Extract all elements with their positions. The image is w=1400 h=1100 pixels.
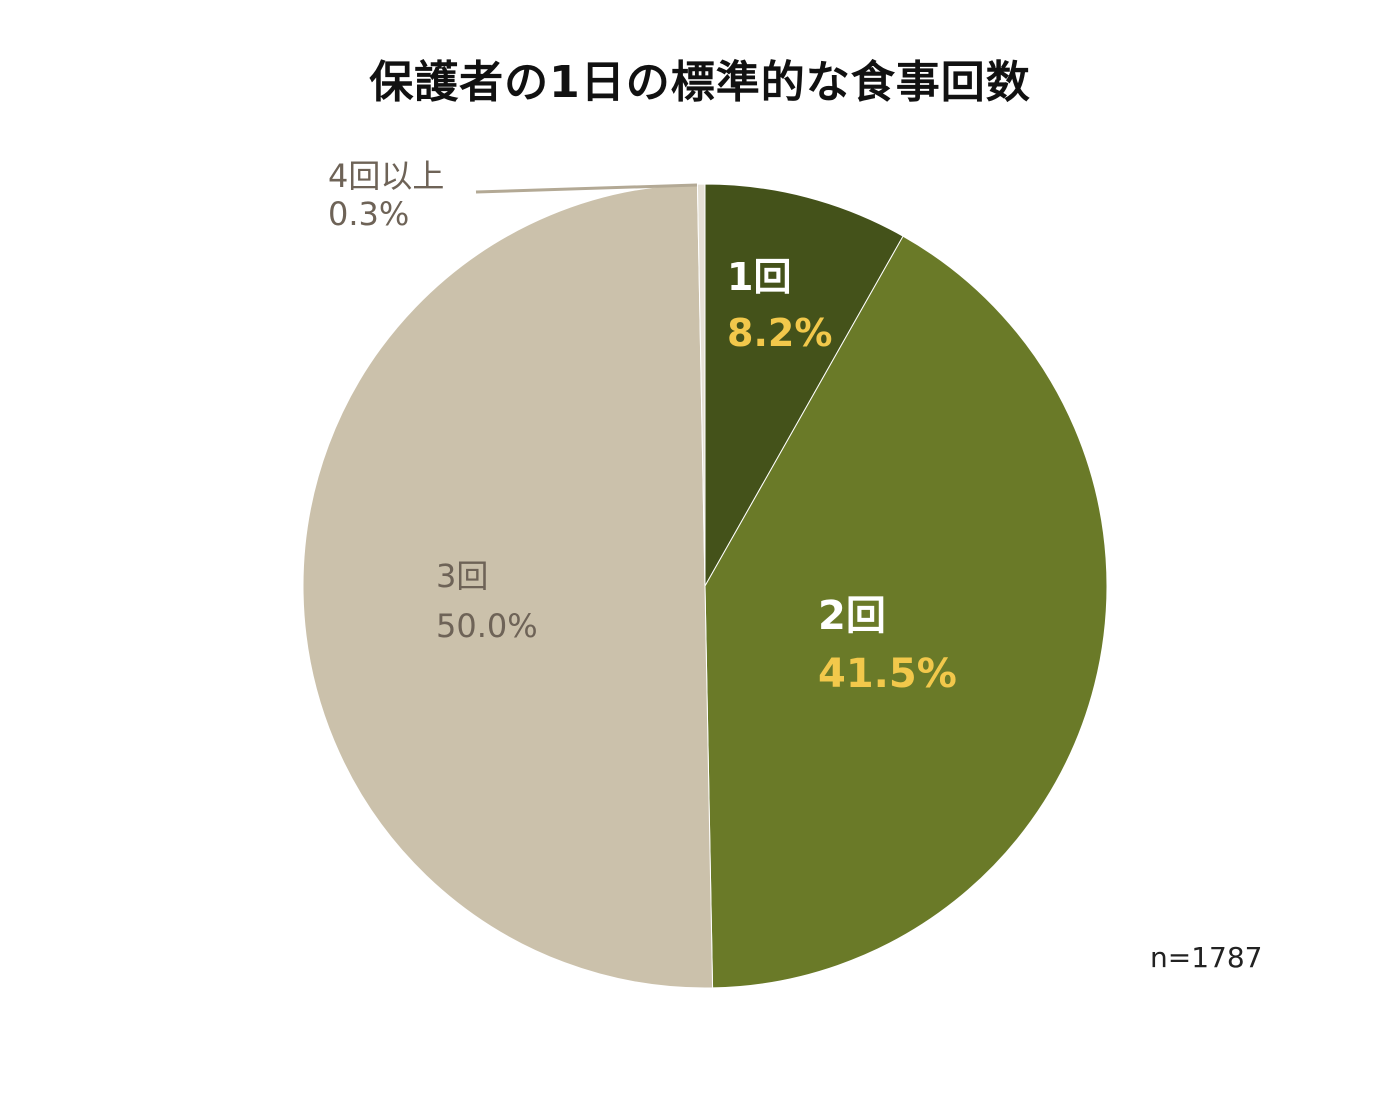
pie-slice-3 (302, 183, 714, 989)
pie-slice-4 (696, 183, 706, 587)
slice-label-2-times: 2回 41.5% (818, 596, 957, 694)
sample-size-note: n=1787 (1150, 941, 1263, 974)
pie-slice-2 (704, 235, 1108, 989)
slice-category: 1回 (727, 255, 792, 299)
pie-slices (302, 183, 1108, 989)
slice-value: 0.3% (328, 195, 410, 233)
pie-slice-1 (704, 183, 904, 588)
slice-category: 2回 (818, 593, 886, 639)
chart-title: 保護者の1日の標準的な食事回数 (369, 57, 1031, 108)
slice-value: 50.0% (436, 607, 538, 645)
slice-label-4-or-more: 4回以上 0.3% (328, 160, 444, 230)
slice-value: 41.5% (818, 651, 957, 697)
slice-value: 8.2% (727, 311, 833, 355)
leader-line-4-or-more (475, 183, 698, 194)
slice-category: 3回 (436, 557, 489, 595)
slice-label-1-time: 1回 8.2% (727, 258, 832, 352)
slice-category: 4回以上 (328, 157, 445, 195)
slice-label-3-times: 3回 50.0% (436, 560, 538, 642)
